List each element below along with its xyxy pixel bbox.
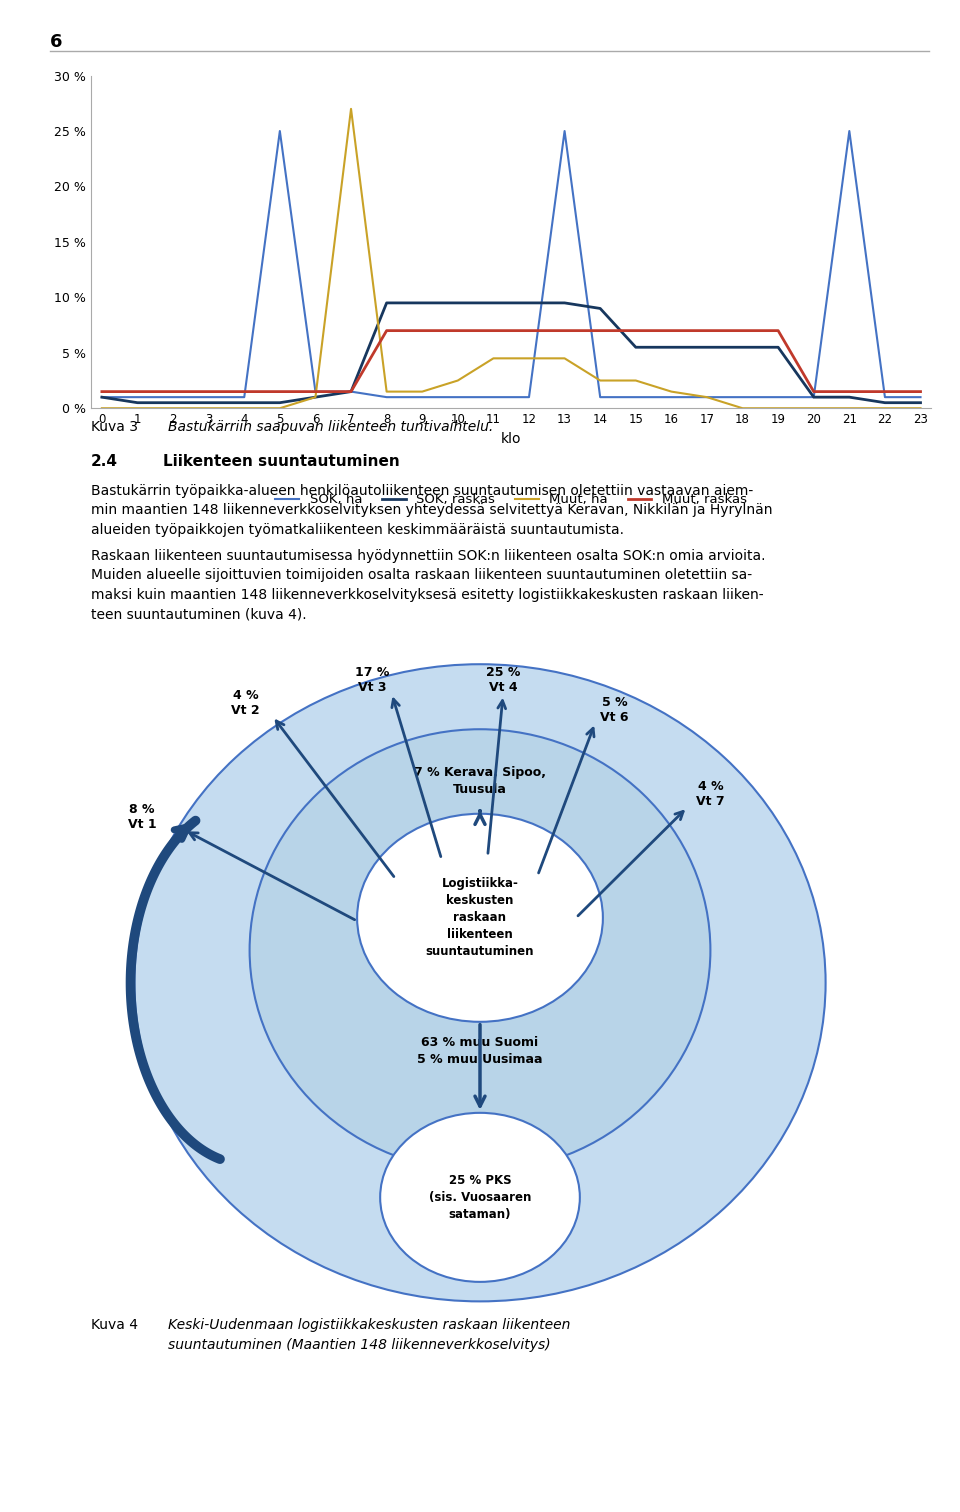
X-axis label: klo: klo bbox=[501, 431, 521, 446]
Text: 8 %
Vt 1: 8 % Vt 1 bbox=[128, 803, 156, 832]
Text: 4 %
Vt 7: 4 % Vt 7 bbox=[696, 780, 725, 809]
Text: Bastukärrin työpaikka-alueen henkilöautoliikenteen suuntautumisen oletettiin vas: Bastukärrin työpaikka-alueen henkilöauto… bbox=[91, 484, 773, 537]
Text: Logistiikka-
keskusten
raskaan
liikenteen
suuntautuminen: Logistiikka- keskusten raskaan liikentee… bbox=[425, 877, 535, 959]
Text: 63 % muu Suomi
5 % muu Uusimaa: 63 % muu Suomi 5 % muu Uusimaa bbox=[418, 1036, 542, 1066]
Ellipse shape bbox=[134, 664, 826, 1302]
Text: 7 % Kerava, Sipoo,
Tuusula: 7 % Kerava, Sipoo, Tuusula bbox=[414, 767, 546, 797]
Text: 5 %
Vt 6: 5 % Vt 6 bbox=[600, 696, 629, 724]
Text: Kuva 4: Kuva 4 bbox=[91, 1318, 138, 1332]
Text: 17 %
Vt 3: 17 % Vt 3 bbox=[355, 667, 390, 694]
Text: Liikenteen suuntautuminen: Liikenteen suuntautuminen bbox=[163, 454, 400, 469]
Text: 25 %
Vt 4: 25 % Vt 4 bbox=[486, 667, 520, 694]
Ellipse shape bbox=[250, 729, 710, 1172]
Text: 4 %
Vt 2: 4 % Vt 2 bbox=[231, 689, 260, 717]
Circle shape bbox=[380, 1113, 580, 1282]
Circle shape bbox=[357, 813, 603, 1022]
Text: Bastukärriin saapuvan liikenteen tuntivaihtelu.: Bastukärriin saapuvan liikenteen tuntiva… bbox=[168, 420, 493, 434]
Text: 2.4: 2.4 bbox=[91, 454, 118, 469]
Text: Keski-Uudenmaan logistiikkakeskusten raskaan liikenteen
suuntautuminen (Maantien: Keski-Uudenmaan logistiikkakeskusten ras… bbox=[168, 1318, 570, 1352]
Text: 25 % PKS
(sis. Vuosaaren
sataman): 25 % PKS (sis. Vuosaaren sataman) bbox=[429, 1173, 531, 1220]
Text: 6: 6 bbox=[50, 33, 62, 51]
Text: Raskaan liikenteen suuntautumisessa hyödynnettiin SOK:n liikenteen osalta SOK:n : Raskaan liikenteen suuntautumisessa hyöd… bbox=[91, 549, 766, 621]
Legend: SOK, ha, SOK, raskas, Muut, ha, Muut, raskas: SOK, ha, SOK, raskas, Muut, ha, Muut, ra… bbox=[270, 488, 753, 511]
Text: Kuva 3: Kuva 3 bbox=[91, 420, 138, 434]
